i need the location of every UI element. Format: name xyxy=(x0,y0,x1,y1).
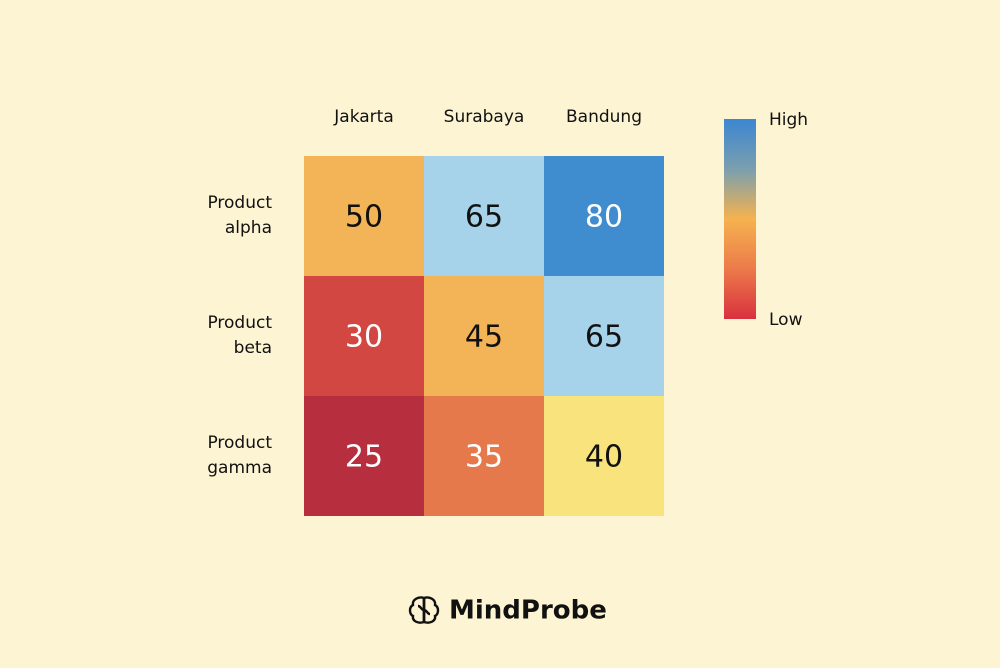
cell-value: 40 xyxy=(585,440,623,475)
column-label: Surabaya xyxy=(444,107,525,127)
cell-value: 45 xyxy=(465,320,503,355)
cell-value: 65 xyxy=(465,200,503,235)
brand-logo xyxy=(408,596,440,624)
legend-high-label: High xyxy=(769,110,808,130)
heatmap-cell xyxy=(544,396,664,516)
heatmap-cell xyxy=(304,276,424,396)
heatmap-cell xyxy=(424,396,544,516)
cell-value: 65 xyxy=(585,320,623,355)
column-label: Bandung xyxy=(566,107,642,127)
legend-low-label: Low xyxy=(769,310,803,330)
heatmap-cell xyxy=(424,276,544,396)
row-label: Product beta xyxy=(207,313,272,358)
row-label: Product alpha xyxy=(207,193,272,238)
heatmap-cell xyxy=(544,156,664,276)
heatmap-cell xyxy=(424,156,544,276)
cell-value: 30 xyxy=(345,320,383,355)
brand-name: MindProbe xyxy=(449,596,607,626)
cell-value: 35 xyxy=(465,440,503,475)
heatmap-cell xyxy=(304,156,424,276)
row-label: Product gamma xyxy=(207,433,272,478)
legend-colorbar xyxy=(724,119,756,319)
cell-value: 25 xyxy=(345,440,383,475)
heatmap-cell xyxy=(304,396,424,516)
column-label: Jakarta xyxy=(333,107,393,127)
heatmap-cell xyxy=(544,276,664,396)
cell-value: 50 xyxy=(345,200,383,235)
cell-value: 80 xyxy=(585,200,623,235)
